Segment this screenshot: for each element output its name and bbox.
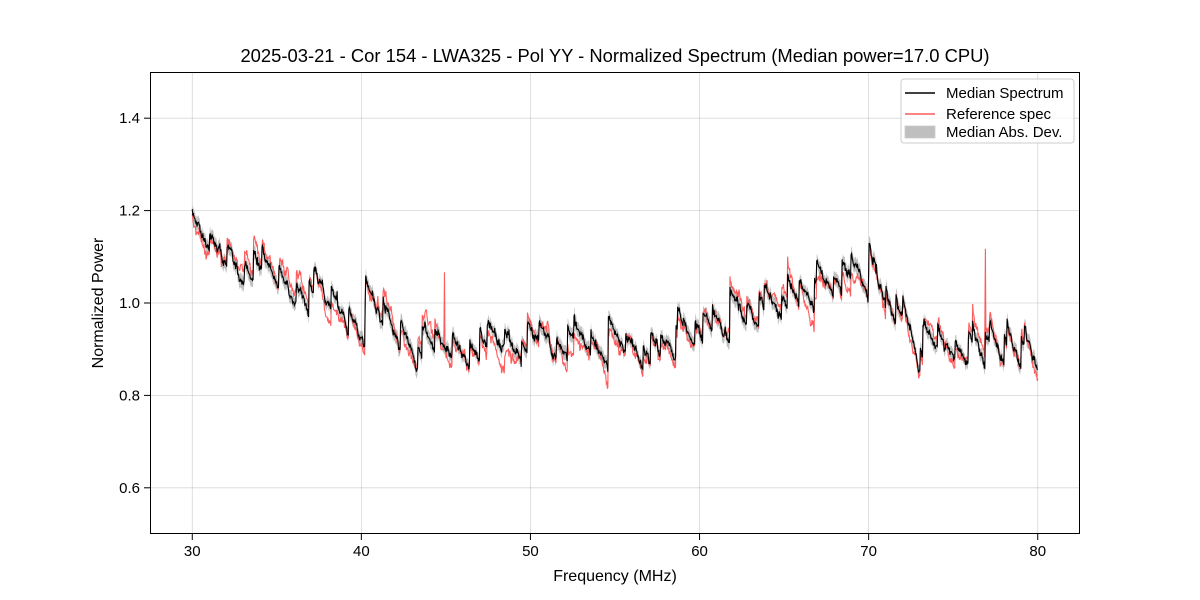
svg-text:Median Spectrum: Median Spectrum — [946, 85, 1064, 102]
svg-text:Reference spec: Reference spec — [946, 106, 1052, 123]
svg-text:1.2: 1.2 — [119, 203, 140, 220]
svg-text:1.0: 1.0 — [119, 295, 140, 312]
svg-text:0.8: 0.8 — [119, 387, 140, 404]
svg-text:50: 50 — [522, 543, 539, 560]
svg-text:40: 40 — [353, 543, 370, 560]
svg-text:60: 60 — [691, 543, 708, 560]
svg-text:Normalized Power: Normalized Power — [90, 237, 107, 368]
svg-text:2025-03-21 - Cor 154 - LWA325: 2025-03-21 - Cor 154 - LWA325 - Pol YY -… — [240, 45, 989, 66]
svg-text:1.4: 1.4 — [119, 110, 140, 127]
svg-text:80: 80 — [1029, 543, 1046, 560]
svg-text:70: 70 — [860, 543, 877, 560]
svg-text:30: 30 — [184, 543, 201, 560]
svg-text:Median Abs. Dev.: Median Abs. Dev. — [946, 124, 1062, 141]
svg-text:Frequency (MHz): Frequency (MHz) — [553, 568, 677, 585]
svg-text:0.6: 0.6 — [119, 480, 140, 497]
